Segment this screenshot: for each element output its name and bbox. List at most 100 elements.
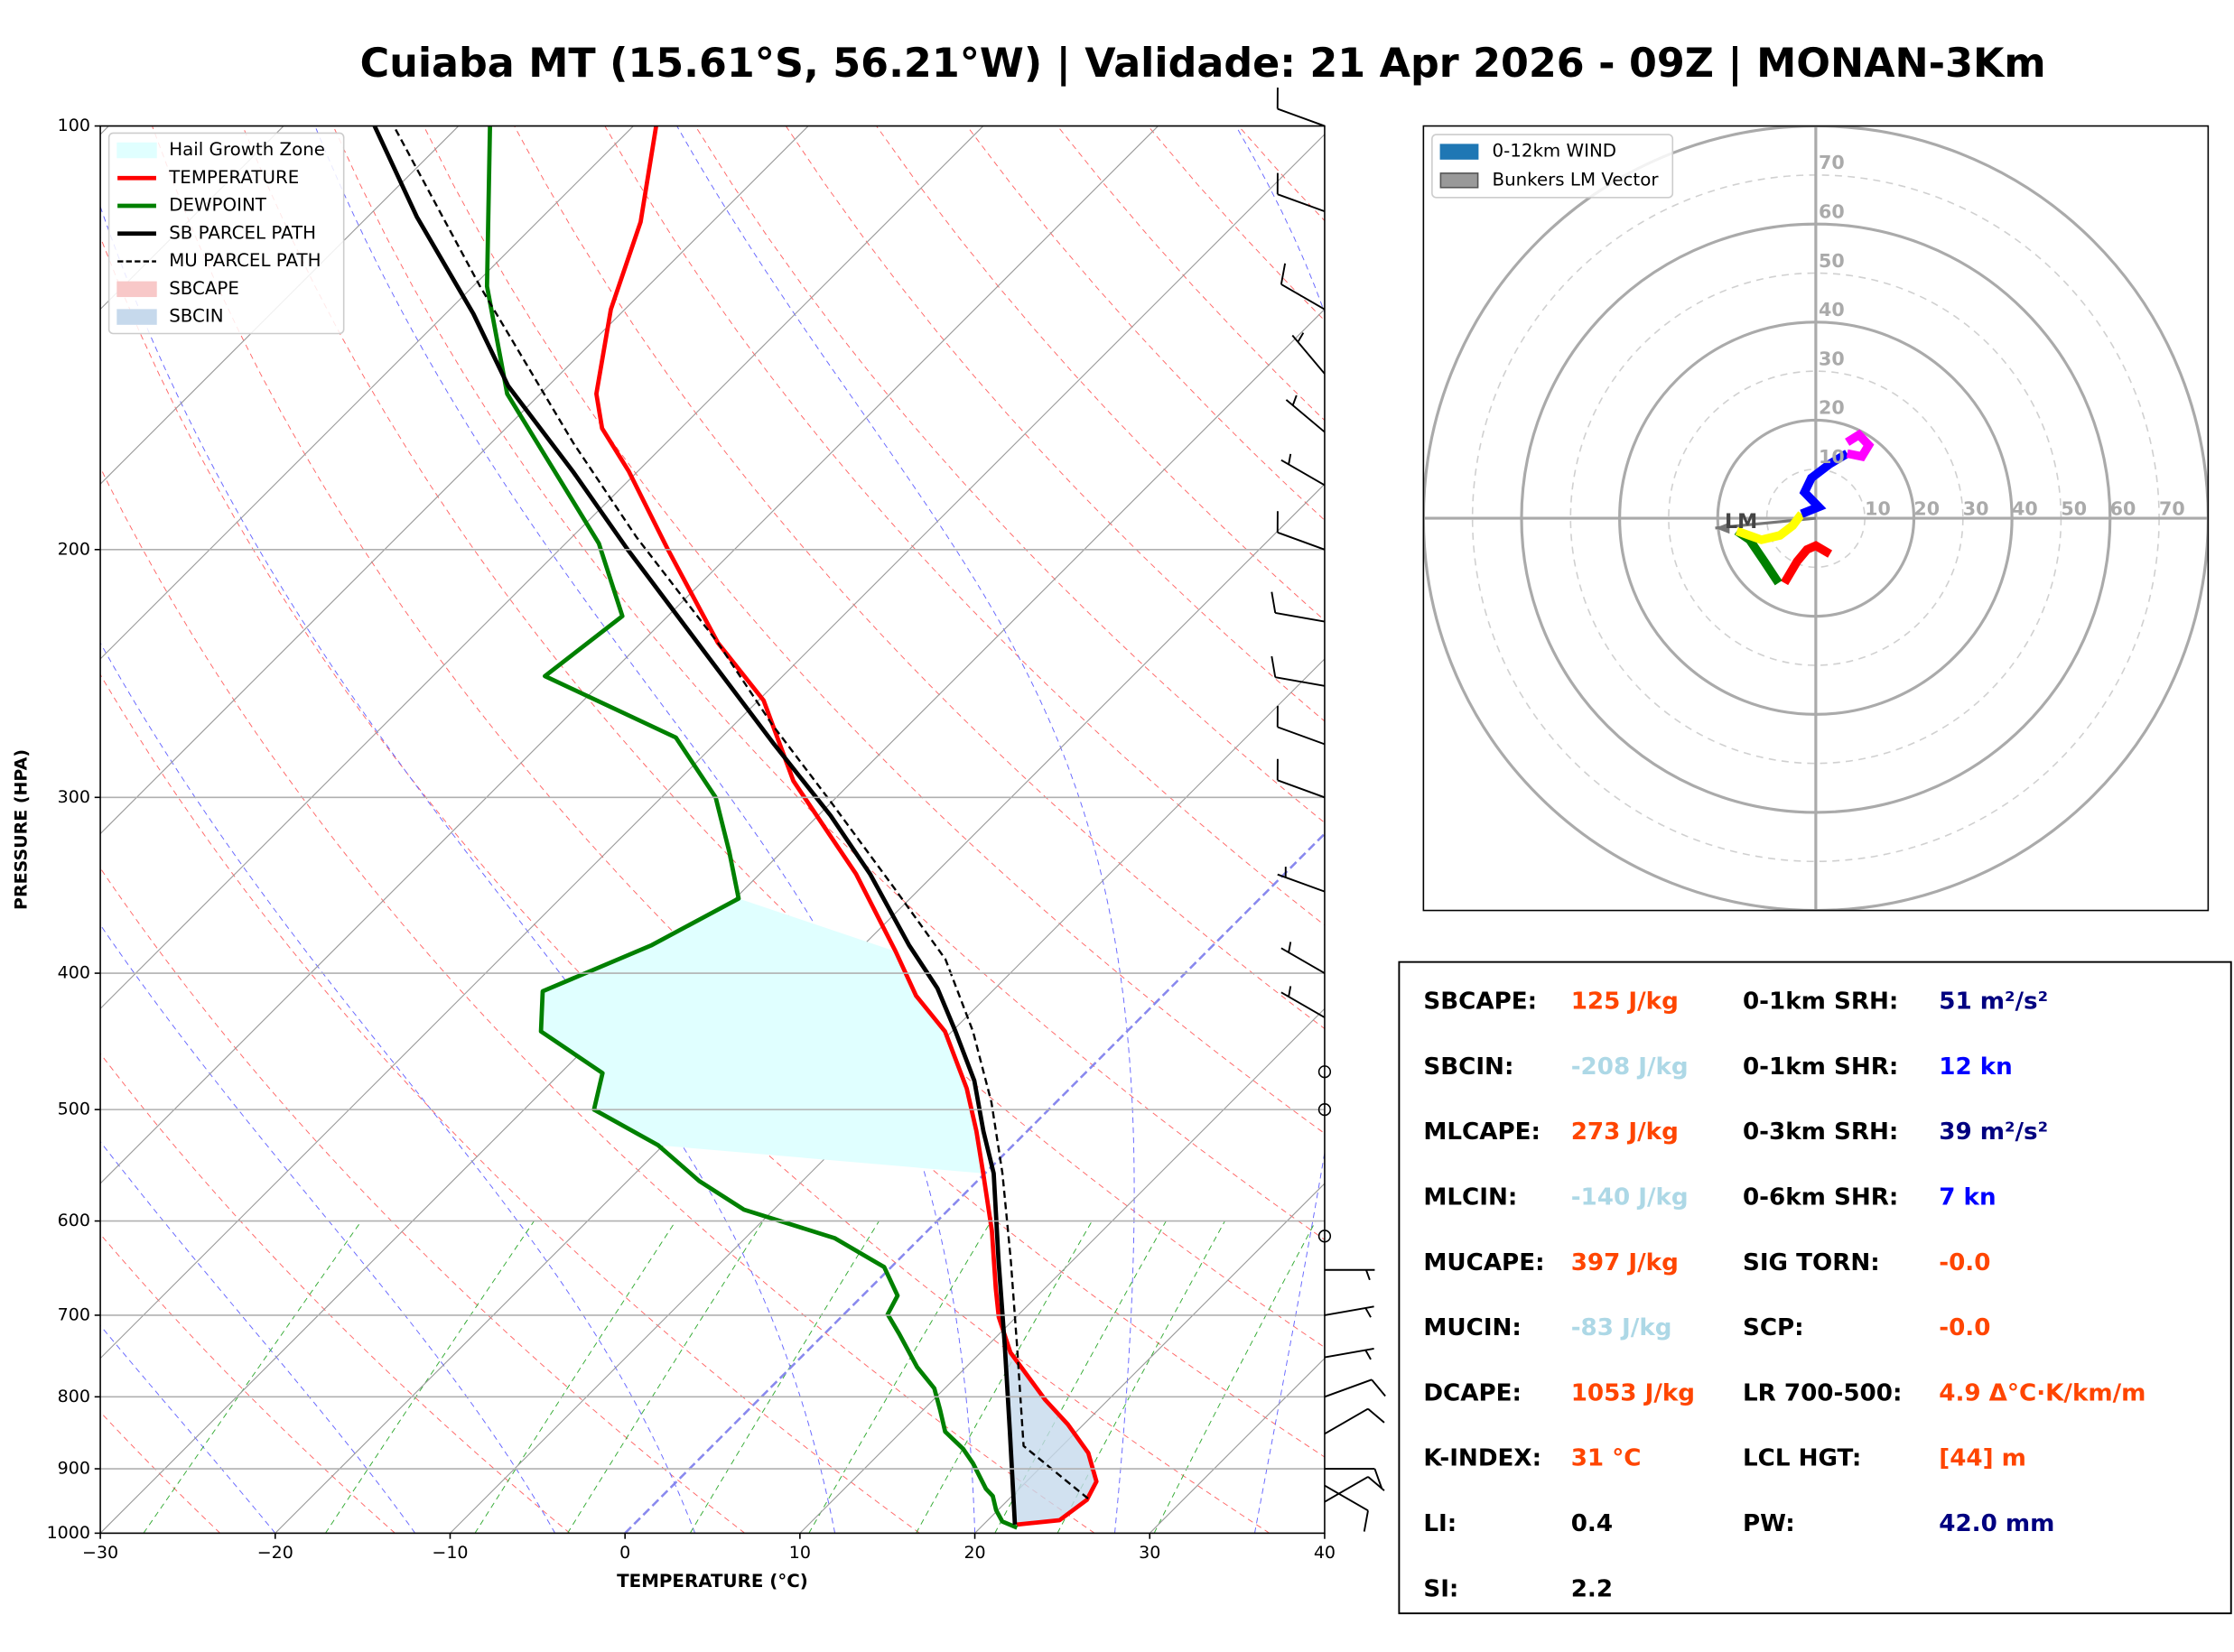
mixing-ratio-line [567,1220,764,1534]
index-value: 4.9 Δ°C·K/km/m [1939,1379,2146,1406]
index-label: SBCIN: [1423,1053,1513,1081]
dry-adiabat [100,236,1271,1534]
isotherm [275,483,1325,1534]
dry-adiabat [242,125,1325,1349]
legend-swatch [1439,172,1479,189]
title: Cuiaba MT (15.61°S, 56.21°W) | Validade:… [360,41,2046,87]
isotherm [100,125,1159,1184]
wind-barb [1271,655,1326,687]
wind-barb [1280,453,1326,487]
ring-label: 40 [1819,299,1845,320]
wind-barb [1271,591,1326,623]
bunkers-lm-label: LM [1725,510,1757,534]
y-tick-label: 600 [58,1211,90,1230]
index-value: 31 °C [1571,1445,1642,1472]
wind-barb [1324,1268,1375,1281]
y-tick-label: 400 [58,963,90,983]
index-label: MLCAPE: [1423,1118,1541,1146]
wind-barb-calm [1317,1065,1332,1079]
mixing-ratio-line [143,1220,362,1534]
legend-label: SBCIN [169,306,223,327]
index-value: -208 J/kg [1571,1053,1689,1081]
index-label: MUCAPE: [1423,1249,1544,1276]
index-value: 51 m²/s² [1939,988,2048,1016]
x-tick-label: −10 [432,1543,468,1563]
dry-adiabat [152,125,1325,1458]
x-axis-label: TEMPERATURE (°C) [617,1571,808,1592]
index-label: 0-3km SRH: [1743,1118,1898,1146]
index-value: 273 J/kg [1571,1118,1679,1146]
y-tick-label: 1000 [47,1523,90,1543]
index-value: 39 m²/s² [1939,1118,2048,1146]
index-label: DCAPE: [1423,1379,1522,1406]
isotherm [974,1183,1325,1534]
dry-adiabat [100,466,1095,1534]
mixing-ratio-line [474,1220,676,1534]
hail-growth-zone [541,898,983,1174]
index-label: SIG TORN: [1743,1249,1880,1276]
legend-swatch [1439,144,1479,160]
index-label: SI: [1423,1575,1458,1602]
legend-box [1431,134,1674,199]
isotherm [100,125,809,835]
profile-line [393,125,1089,1500]
y-tick-label: 700 [58,1304,90,1324]
wind-barb [1324,1468,1383,1490]
profile-line [594,125,1099,1527]
legend-label: DEWPOINT [169,195,267,216]
wind-barb [1277,867,1326,893]
index-value: 7 kn [1939,1183,1996,1211]
index-value: 42.0 mm [1939,1510,2054,1537]
index-value: -140 J/kg [1571,1183,1689,1211]
dry-adiabat [785,125,1325,722]
y-tick-label: 900 [58,1459,90,1479]
y-tick-label: 300 [58,787,90,807]
index-label: 0-1km SRH: [1743,988,1898,1016]
dry-adiabat [332,125,1325,1240]
hodo-area [1423,125,2209,911]
wind-barb [1276,172,1326,213]
wind-barb [1324,1407,1385,1435]
isotherm [100,125,984,1010]
ring-label: 30 [1819,348,1845,369]
ring-label: 50 [1819,250,1845,272]
wind-barb-calm [1317,1230,1332,1243]
mixing-ratio-line [324,1220,535,1534]
ring-label: 40 [2012,498,2038,520]
legend-label: MU PARCEL PATH [169,250,321,271]
ring-label: 20 [1819,397,1845,419]
index-value: -0.0 [1939,1314,1990,1341]
wind-barb [1276,705,1326,746]
hodo-frame [1422,125,2210,912]
y-axis-label: PRESSURE (HPA) [11,749,31,910]
index-label: K-INDEX: [1423,1445,1541,1472]
dry-adiabat [100,673,920,1534]
isotherm [799,1007,1325,1534]
indices-panel: SBCAPE: 125 J/kg SBCIN: -208 J/kg MLCAPE: 273… [1398,961,2232,1615]
hodo-trace [1735,511,1805,544]
mixing-ratio-line [1153,1220,1317,1534]
legend-label: SBCAPE [169,278,239,299]
hodo-trace [1845,429,1875,461]
isotherm [100,134,1325,1360]
dry-adiabat [100,1411,221,1534]
wind-barb [1324,1476,1385,1503]
bunkers-lm-head [1715,522,1730,534]
legend-label: TEMPERATURE [168,167,299,188]
x-tick-label: 0 [619,1543,630,1563]
x-tick-label: 20 [963,1543,985,1563]
wind-barb [1276,758,1326,799]
legend-box [107,132,345,335]
legend-label: Hail Growth Zone [169,139,325,160]
x-tick-label: 40 [1314,1543,1336,1563]
wind-barb [1280,942,1326,974]
index-label: MLCIN: [1423,1183,1517,1211]
legend-label: 0-12km WIND [1492,141,1616,162]
wind-barb [1280,263,1326,311]
wind-barb [1280,986,1326,1018]
hodo-trace [1799,450,1850,518]
index-label: PW: [1743,1510,1795,1537]
index-value: -0.0 [1939,1249,1990,1276]
index-value: 1053 J/kg [1571,1379,1695,1406]
